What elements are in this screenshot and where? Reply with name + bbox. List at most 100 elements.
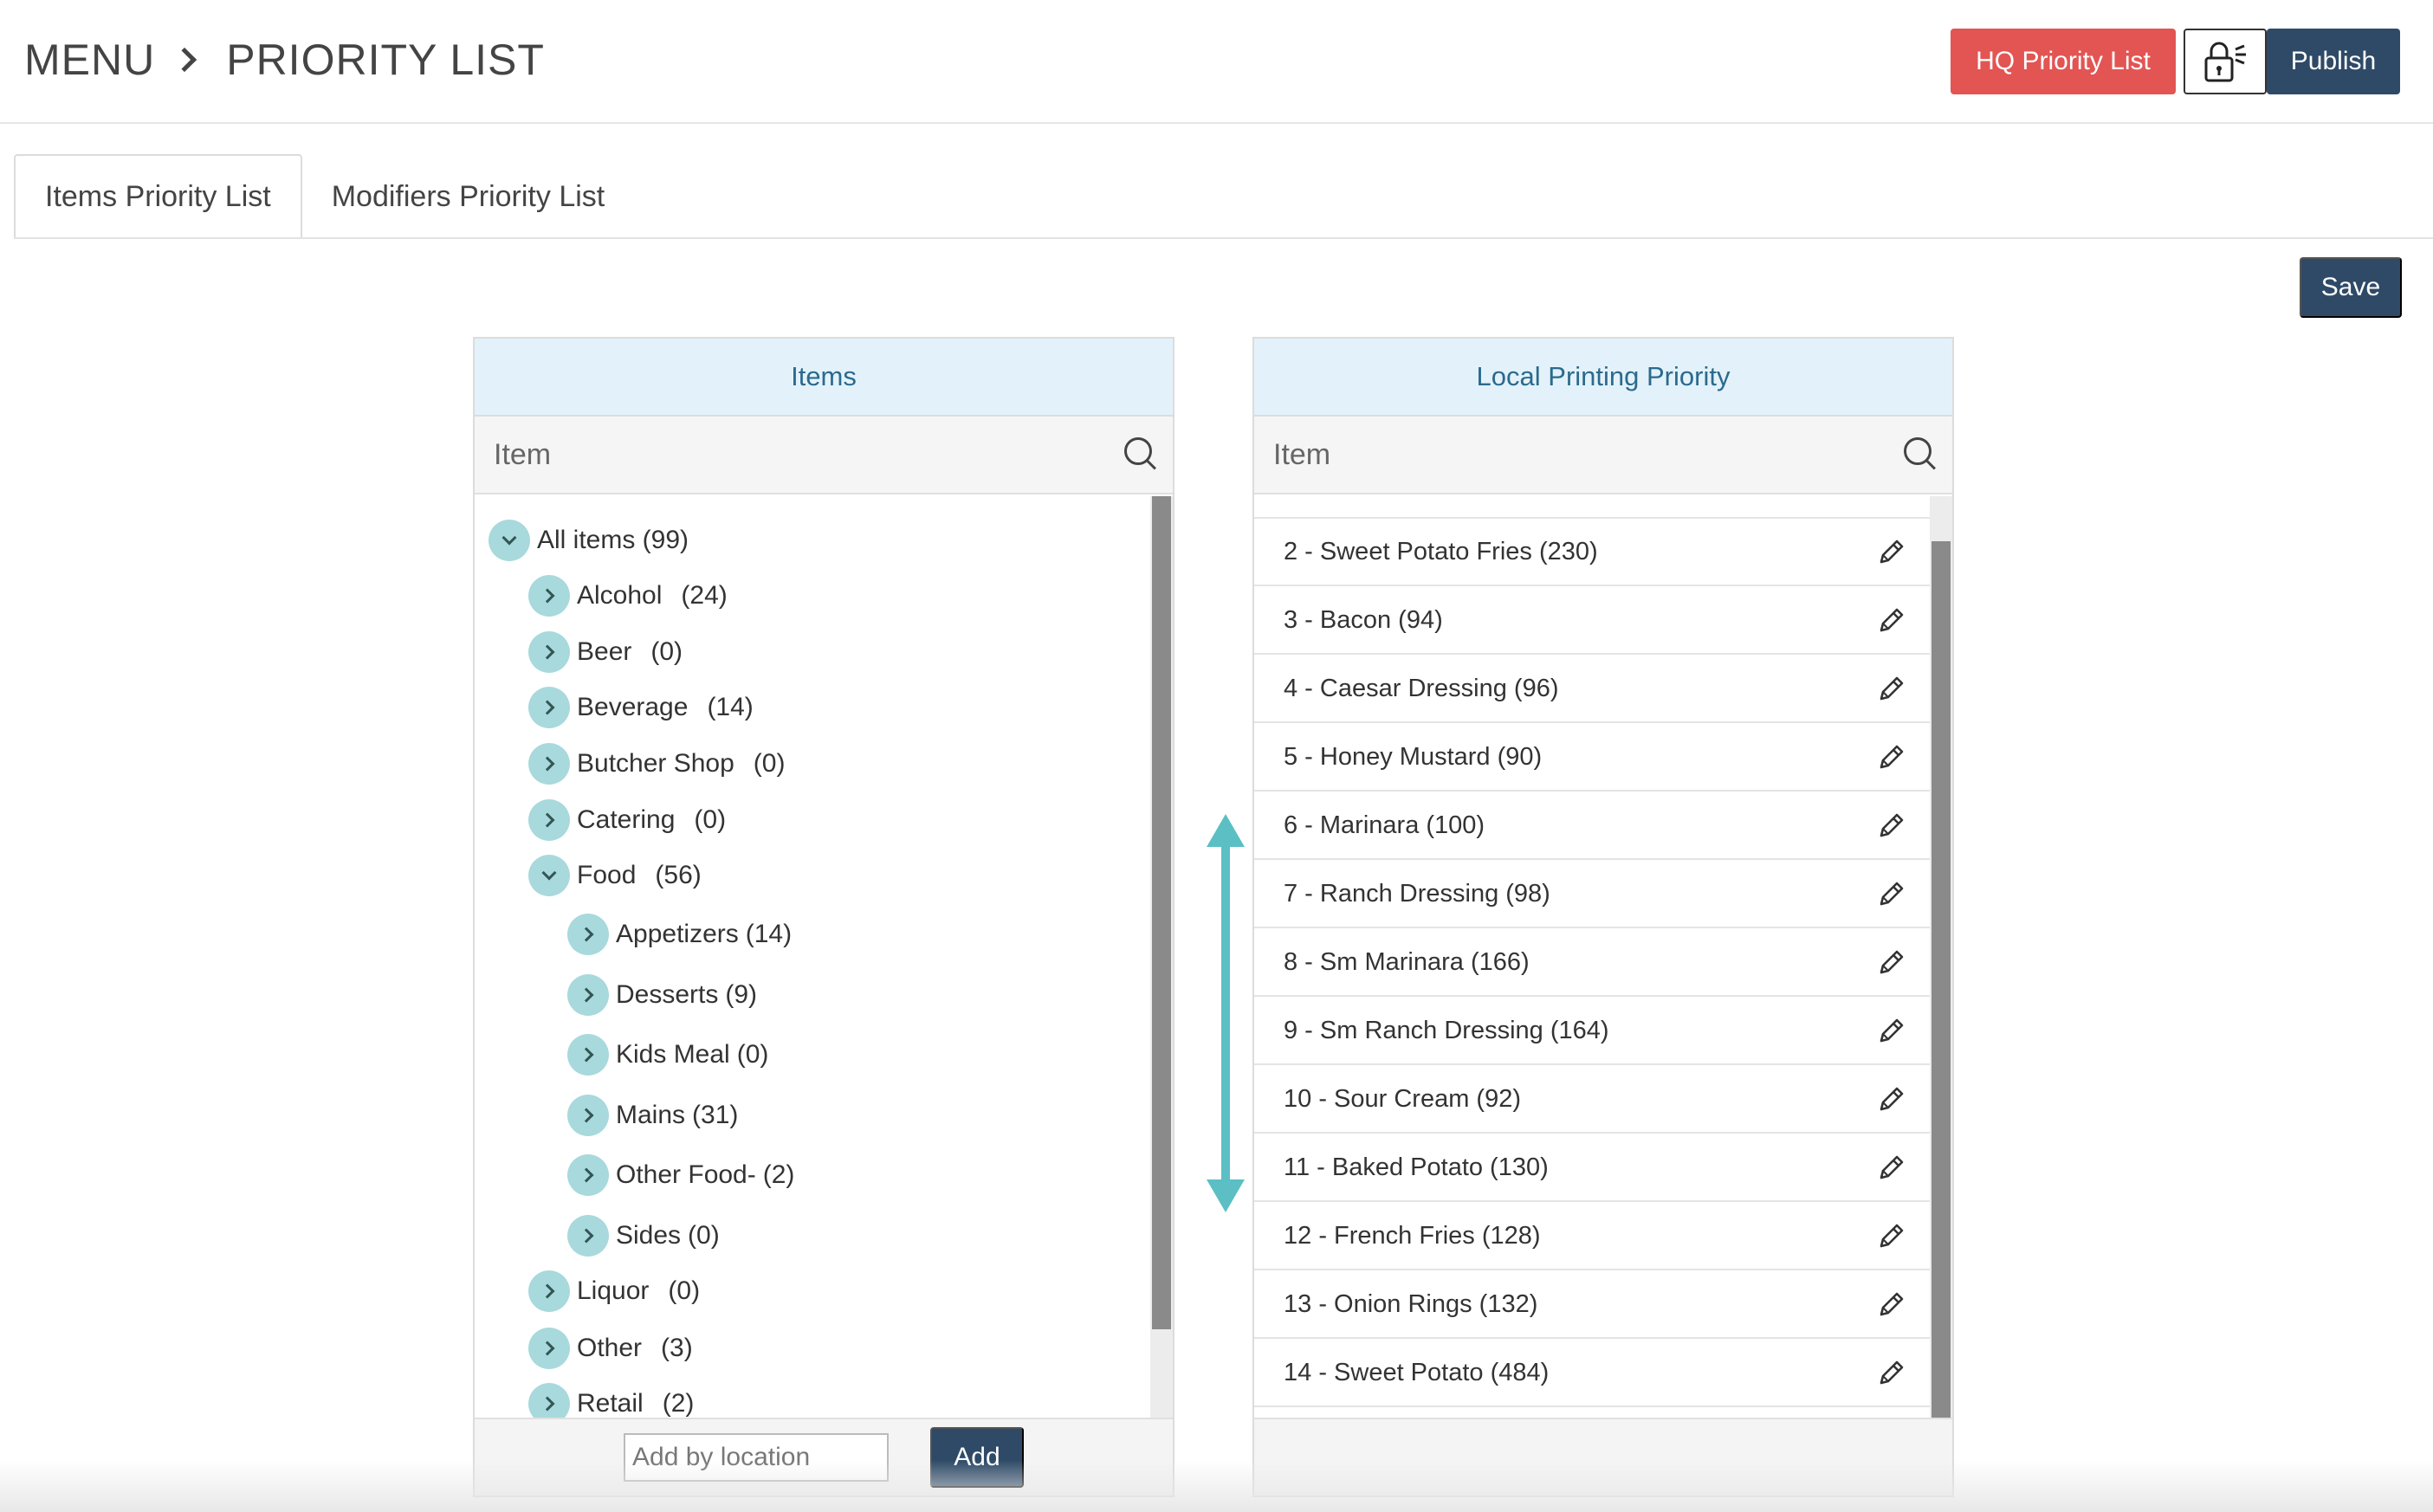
pencil-icon[interactable] bbox=[1876, 1220, 1907, 1251]
tree-item[interactable]: Other (3) bbox=[528, 1327, 693, 1370]
pencil-icon[interactable] bbox=[1876, 604, 1907, 636]
tree-item-count: (9) bbox=[725, 980, 758, 1009]
tree-item[interactable]: Liquor (0) bbox=[528, 1270, 700, 1313]
list-item[interactable]: 2 - Sweet Potato Fries (230) bbox=[1254, 519, 1932, 586]
tree-item-count: (0) bbox=[736, 1040, 769, 1069]
search-icon[interactable] bbox=[1904, 437, 1935, 472]
pencil-icon[interactable] bbox=[1876, 536, 1907, 567]
pencil-icon[interactable] bbox=[1876, 1152, 1907, 1183]
pencil-icon[interactable] bbox=[1876, 947, 1907, 978]
chevron-right-icon[interactable] bbox=[528, 687, 570, 728]
priority-list: 2 - Sweet Potato Fries (230) 3 - Bacon (9… bbox=[1254, 496, 1932, 1421]
tree-item[interactable]: Appetizers (14) bbox=[567, 913, 792, 956]
add-by-location-input[interactable] bbox=[624, 1433, 889, 1482]
list-item-label: 12 - French Fries (128) bbox=[1284, 1221, 1541, 1250]
lock-button[interactable] bbox=[2184, 29, 2267, 94]
tree-item[interactable]: Catering (0) bbox=[528, 798, 726, 842]
breadcrumb: MENU PRIORITY LIST bbox=[24, 35, 545, 85]
list-item[interactable]: 12 - French Fries (128) bbox=[1254, 1203, 1932, 1270]
pencil-icon[interactable] bbox=[1876, 878, 1907, 909]
items-search-bar bbox=[475, 417, 1173, 494]
chevron-right-icon[interactable] bbox=[567, 974, 609, 1016]
tree-item[interactable]: Beverage (14) bbox=[528, 686, 754, 729]
pencil-icon[interactable] bbox=[1876, 1357, 1907, 1388]
chevron-down-icon[interactable] bbox=[528, 855, 570, 896]
chevron-right-icon[interactable] bbox=[567, 1154, 609, 1196]
tab-items-priority-list[interactable]: Items Priority List bbox=[14, 154, 302, 239]
list-item-partial[interactable] bbox=[1254, 496, 1932, 519]
tree-item[interactable]: Other Food- (2) bbox=[567, 1153, 794, 1197]
list-item[interactable]: 10 - Sour Cream (92) bbox=[1254, 1066, 1932, 1134]
tab-modifiers-priority-list[interactable]: Modifiers Priority List bbox=[331, 179, 605, 213]
priority-scrollbar[interactable] bbox=[1930, 496, 1952, 1421]
pencil-icon[interactable] bbox=[1876, 1083, 1907, 1115]
items-search-input[interactable] bbox=[494, 437, 1013, 472]
tree-item-label: Kids Meal bbox=[616, 1040, 730, 1069]
chevron-right-icon[interactable] bbox=[528, 631, 570, 673]
page-title: PRIORITY LIST bbox=[226, 36, 545, 84]
tree-item-label: Retail bbox=[577, 1389, 644, 1418]
items-scrollbar[interactable] bbox=[1150, 496, 1173, 1421]
priority-search-input[interactable] bbox=[1273, 437, 1793, 472]
list-item[interactable]: 6 - Marinara (100) bbox=[1254, 792, 1932, 860]
tree-item-label: Appetizers bbox=[616, 920, 739, 948]
tree-item[interactable]: Butcher Shop (0) bbox=[528, 742, 785, 785]
list-item[interactable]: 8 - Sm Marinara (166) bbox=[1254, 929, 1932, 997]
chevron-right-icon[interactable] bbox=[567, 1095, 609, 1136]
tree-item[interactable]: Retail (2) bbox=[528, 1382, 694, 1421]
priority-scrollbar-thumb[interactable] bbox=[1932, 541, 1951, 1421]
publish-button[interactable]: Publish bbox=[2267, 29, 2400, 94]
page-header: MENU PRIORITY LIST HQ Priority List Publ… bbox=[0, 0, 2433, 124]
items-scrollbar-thumb[interactable] bbox=[1152, 496, 1171, 1329]
chevron-right-icon[interactable] bbox=[528, 1383, 570, 1421]
list-item[interactable]: 7 - Ranch Dressing (98) bbox=[1254, 861, 1932, 928]
tree-item-count: (0) bbox=[753, 749, 786, 778]
list-item-label: 5 - Honey Mustard (90) bbox=[1284, 742, 1543, 771]
hq-priority-list-button[interactable]: HQ Priority List bbox=[1951, 29, 2176, 94]
list-item[interactable]: 13 - Onion Rings (132) bbox=[1254, 1271, 1932, 1339]
list-item-label: 2 - Sweet Potato Fries (230) bbox=[1284, 537, 1598, 565]
add-button[interactable]: Add bbox=[930, 1427, 1024, 1488]
breadcrumb-menu[interactable]: MENU bbox=[24, 36, 156, 84]
list-item[interactable]: 11 - Baked Potato (130) bbox=[1254, 1134, 1932, 1202]
chevron-right-icon[interactable] bbox=[567, 1034, 609, 1076]
search-icon[interactable] bbox=[1124, 437, 1155, 472]
tree-item[interactable]: Sides (0) bbox=[567, 1214, 720, 1257]
list-item[interactable]: 4 - Caesar Dressing (96) bbox=[1254, 656, 1932, 723]
tree-item-count: (0) bbox=[668, 1276, 701, 1305]
pencil-icon[interactable] bbox=[1876, 1289, 1907, 1320]
tree-item[interactable]: Desserts (9) bbox=[567, 973, 757, 1017]
tree-item[interactable]: Kids Meal (0) bbox=[567, 1033, 768, 1076]
tree-item-label: Other Food- bbox=[616, 1160, 756, 1189]
list-item-label: 4 - Caesar Dressing (96) bbox=[1284, 674, 1559, 702]
list-item[interactable]: 5 - Honey Mustard (90) bbox=[1254, 724, 1932, 792]
chevron-right-icon[interactable] bbox=[528, 1328, 570, 1369]
save-button[interactable]: Save bbox=[2300, 257, 2402, 318]
list-item-label: 13 - Onion Rings (132) bbox=[1284, 1289, 1538, 1318]
tree-item[interactable]: Alcohol (24) bbox=[528, 574, 728, 617]
tree-item[interactable]: Mains (31) bbox=[567, 1094, 738, 1137]
chevron-right-icon[interactable] bbox=[528, 799, 570, 841]
tree-item[interactable]: Food (56) bbox=[528, 854, 702, 897]
list-item[interactable]: 14 - Sweet Potato (484) bbox=[1254, 1340, 1932, 1407]
chevron-right-icon[interactable] bbox=[528, 743, 570, 785]
chevron-down-icon[interactable] bbox=[489, 520, 530, 561]
tree-item-label: Desserts bbox=[616, 980, 719, 1009]
pencil-icon[interactable] bbox=[1876, 673, 1907, 704]
items-panel-footer: Add bbox=[475, 1418, 1173, 1496]
pencil-icon[interactable] bbox=[1876, 810, 1907, 841]
list-item[interactable]: 9 - Sm Ranch Dressing (164) bbox=[1254, 998, 1932, 1065]
tree-item-label: Alcohol bbox=[577, 581, 663, 610]
tree-item[interactable]: Beer (0) bbox=[528, 630, 683, 674]
list-item-label: 3 - Bacon (94) bbox=[1284, 605, 1443, 634]
chevron-right-icon[interactable] bbox=[567, 914, 609, 955]
chevron-right-icon[interactable] bbox=[567, 1215, 609, 1257]
tab-bar: Items Priority List Modifiers Priority L… bbox=[14, 154, 634, 239]
list-item[interactable]: 3 - Bacon (94) bbox=[1254, 587, 1932, 655]
items-panel-title: Items bbox=[475, 339, 1173, 417]
chevron-right-icon[interactable] bbox=[528, 1270, 570, 1312]
chevron-right-icon[interactable] bbox=[528, 575, 570, 617]
tree-item[interactable]: All items (99) bbox=[489, 519, 689, 562]
pencil-icon[interactable] bbox=[1876, 741, 1907, 772]
pencil-icon[interactable] bbox=[1876, 1015, 1907, 1046]
